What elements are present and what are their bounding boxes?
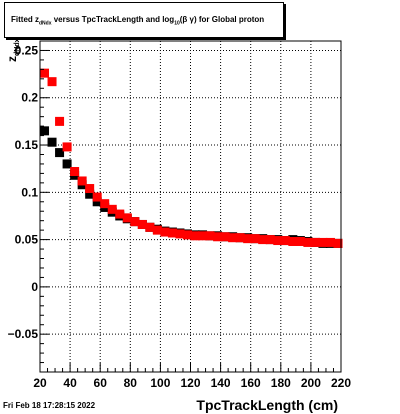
- black-marker: [92, 197, 102, 207]
- y-tick-label: 0.15: [15, 138, 39, 152]
- red-marker: [280, 236, 290, 246]
- red-marker: [160, 227, 170, 237]
- y-tick-label: 0.05: [15, 233, 39, 247]
- red-marker: [273, 236, 283, 246]
- y-tick-label: −0.05: [8, 327, 39, 341]
- grid-lines: [40, 41, 341, 372]
- red-marker: [107, 204, 117, 214]
- black-marker: [62, 159, 72, 169]
- red-marker: [310, 237, 320, 247]
- red-marker: [100, 199, 110, 209]
- red-marker: [213, 232, 223, 242]
- red-marker: [258, 235, 268, 245]
- x-tick-label: 40: [63, 376, 77, 390]
- red-marker: [40, 68, 50, 78]
- red-marker: [243, 234, 253, 244]
- red-marker: [198, 231, 208, 241]
- x-tick-label: 100: [150, 376, 170, 390]
- y-tick-label: 0.25: [15, 43, 39, 57]
- red-marker: [167, 228, 177, 238]
- x-tick-label: 160: [241, 376, 261, 390]
- axis-tick-labels: 20 40 60 80 100 120 140 160 180 200 220 −0.05 0 0.05 0…: [8, 43, 352, 390]
- red-marker: [137, 219, 147, 229]
- data-points: [40, 68, 343, 248]
- red-marker: [220, 232, 230, 242]
- red-marker: [182, 230, 192, 240]
- x-tick-label: 220: [331, 376, 351, 390]
- red-marker: [288, 236, 298, 246]
- y-axis-label: zdNdx: [5, 38, 21, 62]
- x-tick-label: 180: [271, 376, 291, 390]
- y-tick-label: 0: [31, 280, 38, 294]
- red-marker: [235, 233, 245, 243]
- red-marker: [325, 237, 335, 247]
- black-marker: [47, 137, 57, 147]
- black-marker: [85, 189, 95, 199]
- red-marker: [333, 238, 343, 248]
- red-marker: [228, 233, 238, 243]
- red-marker: [62, 142, 72, 152]
- x-tick-label: 120: [180, 376, 200, 390]
- x-tick-label: 200: [301, 376, 321, 390]
- red-marker: [122, 213, 132, 223]
- x-tick-label: 20: [33, 376, 47, 390]
- y-tick-label: 0.2: [21, 91, 38, 105]
- red-marker: [250, 234, 260, 244]
- red-marker: [85, 184, 95, 194]
- svg-text:zdNdx: zdNdx: [5, 38, 21, 62]
- timestamp-label: Fri Feb 18 17:28:15 2022: [3, 401, 96, 410]
- red-marker: [47, 77, 57, 87]
- x-tick-label: 60: [94, 376, 108, 390]
- red-marker: [295, 236, 305, 246]
- red-marker: [70, 167, 80, 177]
- red-marker: [318, 237, 328, 247]
- chart-title: Fitted zdNdx versus TpcTrackLength and l…: [11, 15, 265, 27]
- red-marker: [145, 222, 155, 232]
- red-marker: [55, 116, 65, 126]
- axis-ticks: [39, 40, 342, 373]
- red-marker: [175, 229, 185, 239]
- red-marker: [77, 176, 87, 186]
- red-marker: [190, 231, 200, 241]
- red-marker: [130, 217, 140, 227]
- red-marker: [303, 237, 313, 247]
- red-marker: [92, 192, 102, 202]
- black-marker: [55, 148, 65, 158]
- chart-title-box: Fitted zdNdx versus TpcTrackLength and l…: [4, 2, 284, 38]
- red-marker: [115, 209, 125, 219]
- y-tick-label: 0.1: [21, 185, 38, 199]
- red-marker: [205, 231, 215, 241]
- x-tick-label: 140: [211, 376, 231, 390]
- red-marker: [265, 235, 275, 245]
- black-marker: [40, 126, 50, 136]
- x-tick-label: 80: [124, 376, 138, 390]
- x-axis-label: TpcTrackLength (cm): [196, 397, 338, 413]
- red-marker: [152, 225, 162, 235]
